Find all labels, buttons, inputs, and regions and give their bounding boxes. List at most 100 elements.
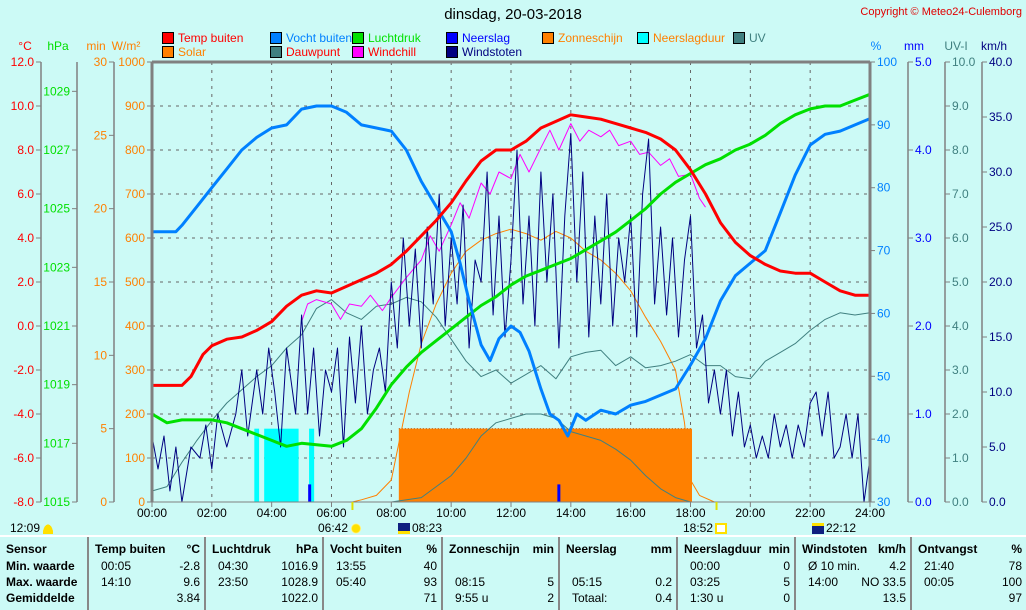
press-tick-label: 1021 <box>43 319 70 333</box>
solar-line <box>352 228 715 503</box>
stats-table: Sensor Min. waarde Max. waarde Gemiddelde Te… <box>0 535 1026 610</box>
temp-tick-label: -2.0 <box>13 363 34 377</box>
stats-column: Neerslag mm 05:15 0.2 Totaal: 0.4 <box>558 537 676 610</box>
stats-column: Vocht buiten% 13:55 40 05:40 93 71 <box>322 537 441 610</box>
legend-label: Vocht buiten <box>286 31 353 45</box>
solar-tick-label: 500 <box>125 275 145 289</box>
astro-marker: 06:42 <box>318 522 363 534</box>
astro-marker: 18:52 <box>683 522 728 534</box>
stat-value: 4.2 <box>889 559 906 573</box>
stat-value: 71 <box>423 591 437 605</box>
press-tick-label: 1017 <box>43 436 70 450</box>
legend-item: Neerslag <box>446 32 510 44</box>
hum-tick-label: 90 <box>877 118 891 132</box>
stat-value: 93 <box>423 575 437 589</box>
stat-value: 40 <box>423 559 437 573</box>
mm-tick-label: 2.0 <box>915 319 932 333</box>
stats-column: Sensor Min. waarde Max. waarde Gemiddelde <box>0 537 85 610</box>
stat-value: 78 <box>1008 559 1022 573</box>
legend-label: Solar <box>178 45 207 59</box>
mm-tick-label: 5.0 <box>915 55 932 69</box>
legend-swatch <box>352 32 364 44</box>
uv-tick-label: 8.0 <box>952 143 969 157</box>
hum-axis-unit: % <box>871 39 882 53</box>
legend-item: Windstoten <box>446 46 522 58</box>
windchill-line <box>301 123 706 322</box>
legend-swatch <box>352 46 364 58</box>
x-tick-label: 06:00 <box>316 506 346 520</box>
column-unit: min <box>532 542 554 556</box>
min-tick-label: 30 <box>94 55 108 69</box>
row-label: Gemiddelde <box>6 591 75 605</box>
min-tick-label: 5 <box>100 422 107 436</box>
x-tick-label: 22:00 <box>795 506 825 520</box>
stat-time: 14:00 <box>808 575 839 589</box>
x-tick-label: 16:00 <box>616 506 646 520</box>
temp-tick-label: -4.0 <box>13 407 34 421</box>
column-unit: hPa <box>295 542 318 556</box>
solar-tick-label: 0 <box>138 495 145 509</box>
stat-value: -2.8 <box>179 559 200 573</box>
legend-item: Neerslagduur <box>637 32 725 44</box>
press-tick-label: 1015 <box>43 495 70 509</box>
column-unit: % <box>426 542 437 556</box>
legend-label: Windchill <box>368 45 417 59</box>
solar-tick-label: 200 <box>125 407 145 421</box>
legend-label: UV <box>749 31 766 45</box>
legend-item: Solar <box>162 46 206 58</box>
temp-tick-label: 6.0 <box>17 187 34 201</box>
uv-tick-label: 9.0 <box>952 99 969 113</box>
solar-tick-label: 300 <box>125 363 145 377</box>
stat-value: 1022.0 <box>281 591 318 605</box>
solar-tick-label: 100 <box>125 451 145 465</box>
stat-time: 05:15 <box>572 575 603 589</box>
stat-time: 03:25 <box>690 575 721 589</box>
stat-value: 9.6 <box>183 575 200 589</box>
neerslagduur-bar <box>309 428 315 502</box>
stat-value: 100 <box>1001 575 1022 589</box>
kmh-tick-label: 25.0 <box>989 220 1013 234</box>
windstoten-line <box>151 133 871 503</box>
min-tick-label: 15 <box>94 275 108 289</box>
legend-swatch <box>270 46 282 58</box>
solar-axis-unit: W/m² <box>112 39 141 53</box>
neerslagduur-bar <box>254 428 260 502</box>
legend-item: Dauwpunt <box>270 46 340 58</box>
legend-label: Zonneschijn <box>558 31 623 45</box>
zonneschijn-bar <box>398 428 692 502</box>
stat-value: 1028.9 <box>281 575 318 589</box>
column-header: Ontvangst <box>918 542 978 556</box>
solar-tick-label: 800 <box>125 143 145 157</box>
stat-value: 0 <box>783 559 790 573</box>
stat-value: NO 33.5 <box>861 575 906 589</box>
legend-swatch <box>446 32 458 44</box>
stat-value: 0.2 <box>655 575 672 589</box>
mm-tick-label: 4.0 <box>915 143 932 157</box>
stat-value: 1016.9 <box>281 559 318 573</box>
uv-tick-label: 5.0 <box>952 275 969 289</box>
x-tick-label: 10:00 <box>436 506 466 520</box>
legend-swatch <box>637 32 649 44</box>
kmh-tick-label: 5.0 <box>989 440 1006 454</box>
legend-swatch <box>733 32 745 44</box>
hum-tick-label: 50 <box>877 369 891 383</box>
x-tick-label: 24:00 <box>855 506 885 520</box>
legend-swatch <box>542 32 554 44</box>
neerslag-bar <box>308 484 312 502</box>
kmh-tick-label: 15.0 <box>989 330 1013 344</box>
astro-time: 08:23 <box>412 521 443 535</box>
legend-swatch <box>446 46 458 58</box>
temp-axis-unit: °C <box>18 39 32 53</box>
weather-chart: °C -8.0 -6.0 -4.0 -2.0 0.0 2.0 4.0 6.0 8.0 10.0 12.… <box>11 39 1013 520</box>
stat-value: 0.4 <box>655 591 672 605</box>
stat-value: 5 <box>547 575 554 589</box>
row-label: Min. waarde <box>6 559 75 573</box>
hum-tick-label: 40 <box>877 432 891 446</box>
solar-tick-label: 700 <box>125 187 145 201</box>
kmh-tick-label: 35.0 <box>989 110 1013 124</box>
astro-time: 22:12 <box>826 521 857 535</box>
temp-tick-label: 10.0 <box>11 99 35 113</box>
uv-tick-label: 0.0 <box>952 495 969 509</box>
kmh-tick-label: 40.0 <box>989 55 1013 69</box>
column-header: Windstoten <box>802 542 868 556</box>
